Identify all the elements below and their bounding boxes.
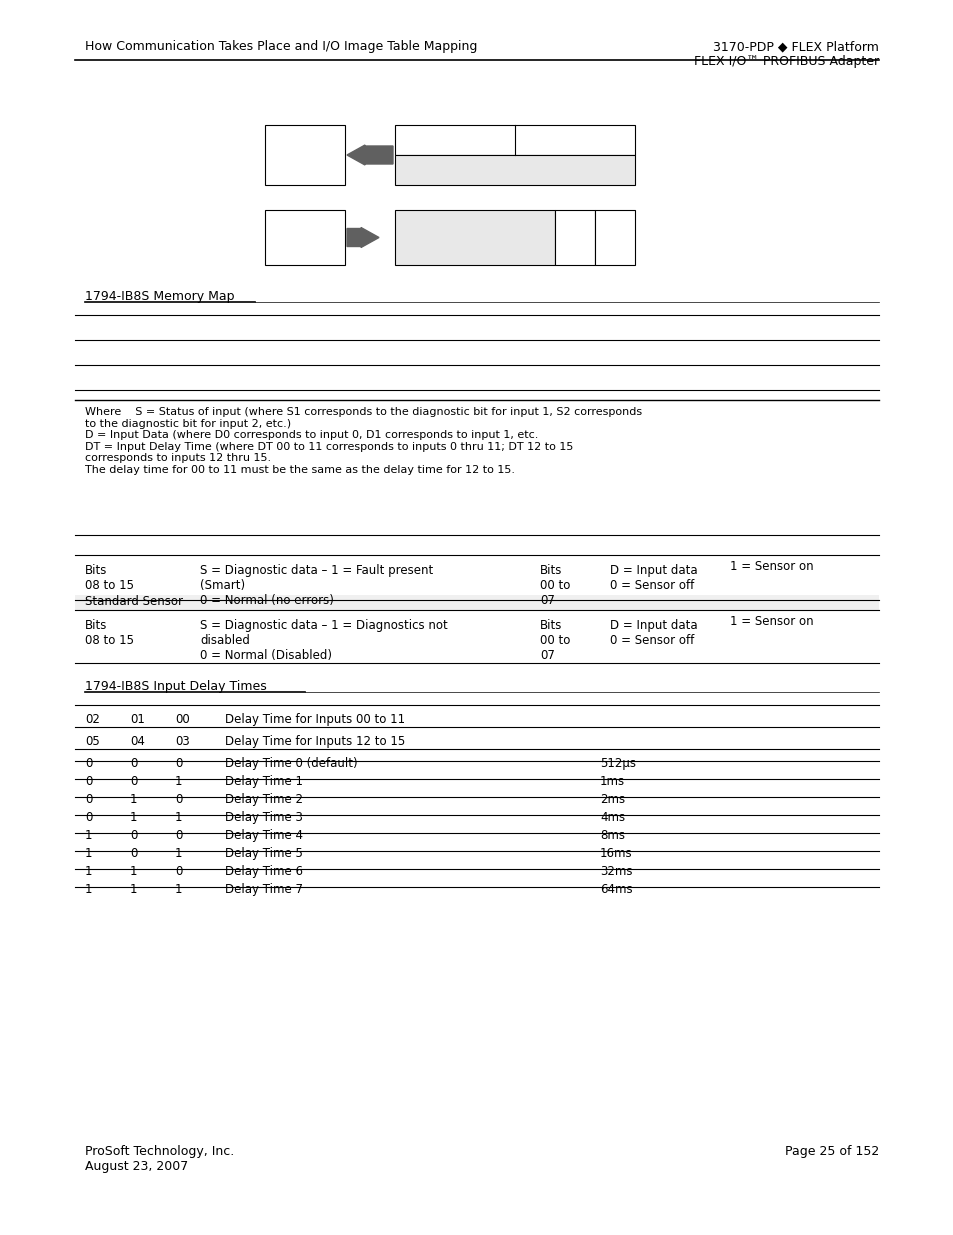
Text: 03: 03 (174, 735, 190, 748)
Text: 1: 1 (174, 847, 182, 860)
Text: Delay Time 6: Delay Time 6 (225, 864, 303, 878)
Text: 1: 1 (130, 883, 137, 897)
FancyArrow shape (347, 227, 378, 247)
Text: S = Diagnostic data – 1 = Fault present
(Smart)
0 = Normal (no errors): S = Diagnostic data – 1 = Fault present … (200, 564, 433, 606)
Text: Delay Time 3: Delay Time 3 (225, 811, 302, 824)
Text: 1: 1 (85, 883, 92, 897)
Bar (395, 210, 555, 266)
Bar (75, 595, 878, 610)
Text: Bits
08 to 15: Bits 08 to 15 (85, 564, 133, 592)
Text: 1: 1 (174, 883, 182, 897)
Bar (395, 156, 635, 185)
Bar (265, 125, 345, 185)
Text: 1: 1 (130, 864, 137, 878)
Text: 0: 0 (174, 864, 182, 878)
Text: Standard Sensor: Standard Sensor (85, 595, 183, 608)
Text: 1: 1 (85, 864, 92, 878)
Text: 1: 1 (130, 793, 137, 806)
Text: 4ms: 4ms (599, 811, 624, 824)
Text: 01: 01 (130, 713, 145, 726)
Text: Page 25 of 152: Page 25 of 152 (784, 1145, 878, 1158)
Text: 04: 04 (130, 735, 145, 748)
Text: 0: 0 (85, 776, 92, 788)
Text: 0: 0 (85, 757, 92, 769)
Text: 0: 0 (174, 757, 182, 769)
Text: Bits
00 to
07: Bits 00 to 07 (539, 619, 570, 662)
Text: 1: 1 (85, 847, 92, 860)
Text: 1: 1 (174, 776, 182, 788)
Text: 2ms: 2ms (599, 793, 624, 806)
Bar (395, 125, 635, 156)
Text: S = Diagnostic data – 1 = Diagnostics not
disabled
0 = Normal (Disabled): S = Diagnostic data – 1 = Diagnostics no… (200, 619, 447, 662)
Bar (265, 210, 345, 266)
Text: 0: 0 (174, 829, 182, 842)
Text: 0: 0 (85, 793, 92, 806)
Text: 0: 0 (130, 776, 137, 788)
Text: ProSoft Technology, Inc.
August 23, 2007: ProSoft Technology, Inc. August 23, 2007 (85, 1145, 234, 1173)
Text: 64ms: 64ms (599, 883, 632, 897)
Text: D = Input data
0 = Sensor off: D = Input data 0 = Sensor off (609, 564, 697, 592)
Text: 8ms: 8ms (599, 829, 624, 842)
Bar (595, 210, 635, 266)
Text: Delay Time for Inputs 00 to 11: Delay Time for Inputs 00 to 11 (225, 713, 405, 726)
Text: 1 = Sensor on: 1 = Sensor on (729, 559, 813, 573)
Text: Delay Time 0 (default): Delay Time 0 (default) (225, 757, 357, 769)
Text: 00: 00 (174, 713, 190, 726)
Text: Delay Time for Inputs 12 to 15: Delay Time for Inputs 12 to 15 (225, 735, 405, 748)
Text: Delay Time 1: Delay Time 1 (225, 776, 303, 788)
Text: 0: 0 (130, 829, 137, 842)
Text: 512μs: 512μs (599, 757, 636, 769)
Text: 0: 0 (174, 793, 182, 806)
Text: 1: 1 (174, 811, 182, 824)
Text: 3170-PDP ◆ FLEX Platform
FLEX I/O™ PROFIBUS Adapter: 3170-PDP ◆ FLEX Platform FLEX I/O™ PROFI… (693, 40, 878, 68)
Text: 02: 02 (85, 713, 100, 726)
Bar (555, 210, 595, 266)
Text: 16ms: 16ms (599, 847, 632, 860)
Text: How Communication Takes Place and I/O Image Table Mapping: How Communication Takes Place and I/O Im… (85, 40, 477, 53)
Text: 05: 05 (85, 735, 100, 748)
Text: 1794-IB8S Memory Map: 1794-IB8S Memory Map (85, 290, 234, 303)
Text: 0: 0 (130, 847, 137, 860)
Text: Delay Time 2: Delay Time 2 (225, 793, 303, 806)
FancyArrow shape (347, 144, 393, 165)
Text: 0: 0 (130, 757, 137, 769)
Text: 1: 1 (85, 829, 92, 842)
Text: 1 = Sensor on: 1 = Sensor on (729, 615, 813, 629)
Text: Delay Time 7: Delay Time 7 (225, 883, 303, 897)
Text: Where    S = Status of input (where S1 corresponds to the diagnostic bit for inp: Where S = Status of input (where S1 corr… (85, 408, 641, 475)
Text: Delay Time 4: Delay Time 4 (225, 829, 303, 842)
Text: 1ms: 1ms (599, 776, 624, 788)
Text: Delay Time 5: Delay Time 5 (225, 847, 302, 860)
Text: 1794-IB8S Input Delay Times: 1794-IB8S Input Delay Times (85, 680, 267, 693)
Text: Bits
00 to
07: Bits 00 to 07 (539, 564, 570, 606)
Text: 32ms: 32ms (599, 864, 632, 878)
Text: D = Input data
0 = Sensor off: D = Input data 0 = Sensor off (609, 619, 697, 647)
Text: Bits
08 to 15: Bits 08 to 15 (85, 619, 133, 647)
Text: 1: 1 (130, 811, 137, 824)
Text: 0: 0 (85, 811, 92, 824)
